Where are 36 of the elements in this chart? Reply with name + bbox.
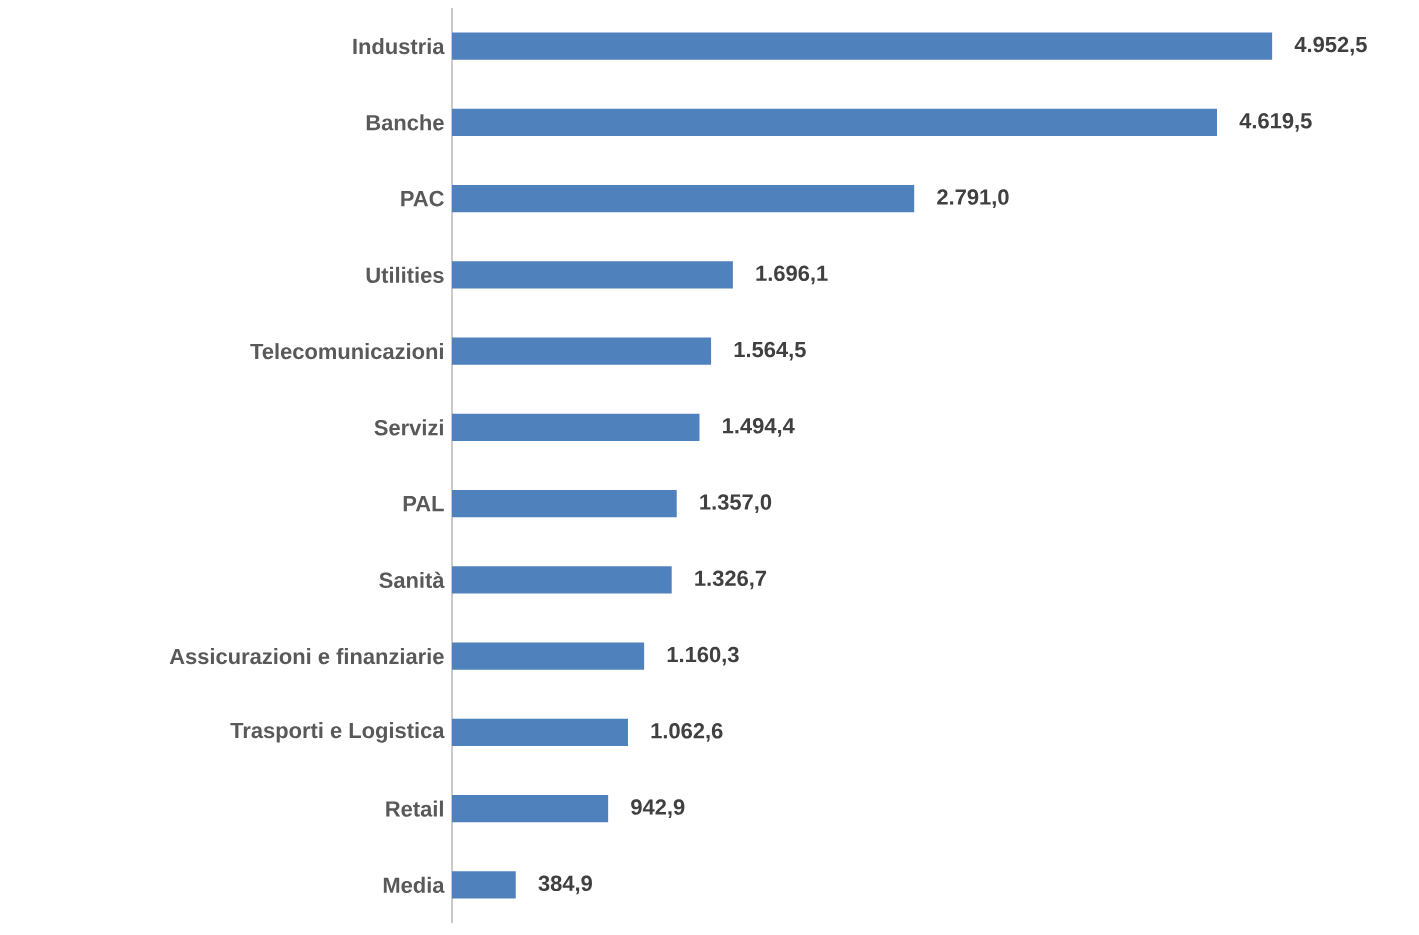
bar (452, 718, 628, 747)
data-label: 1.160,3 (667, 646, 739, 666)
bar (452, 108, 1217, 137)
data-label: 1.357,0 (700, 494, 772, 513)
data-label: 2.791,0 (937, 189, 1009, 208)
y-tick-label: Utilities (366, 266, 444, 283)
y-tick-label: Assicurazioni e finanziarie (169, 648, 444, 665)
data-label: 4.952,5 (1294, 36, 1367, 56)
data-label: 1.564,5 (734, 341, 806, 361)
bar (452, 642, 645, 670)
bar (452, 413, 700, 442)
y-tick-label: Sanità (379, 571, 445, 589)
y-tick-label: PAC (401, 190, 444, 207)
y-tick-label: Media (383, 876, 445, 893)
data-label: 1.326,7 (695, 570, 767, 590)
bar (452, 261, 733, 289)
bar (452, 871, 516, 899)
data-label: 1.696,1 (756, 265, 828, 285)
bar (452, 337, 712, 365)
y-tick-label: PAL (403, 496, 444, 512)
y-tick-label: Banche (366, 114, 444, 131)
data-label: 942,9 (631, 799, 685, 818)
bar (452, 184, 915, 213)
data-label: 1.062,6 (651, 723, 723, 742)
data-label: 4.619,5 (1239, 113, 1312, 132)
bar (452, 794, 609, 823)
bar (452, 489, 677, 518)
y-tick-label: Trasporti e Logistica (230, 722, 445, 743)
data-label: 1.494,4 (723, 418, 795, 437)
y-tick-label: Retail (386, 800, 443, 817)
bar (452, 566, 672, 594)
y-tick-label: Servizi (374, 419, 443, 436)
data-label: 384,9 (538, 875, 592, 895)
y-tick-label: Industria (353, 38, 445, 55)
y-tick-label: Telecomunicazioni (250, 343, 443, 360)
bar (452, 32, 1273, 60)
